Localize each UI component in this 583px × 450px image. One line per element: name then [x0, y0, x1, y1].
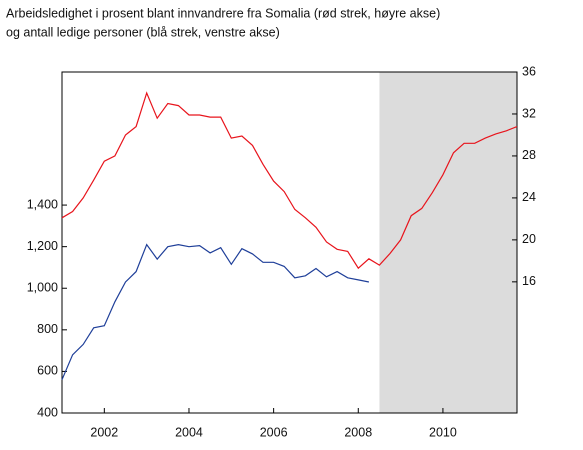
series-line: [61, 91, 518, 270]
y2-tick-label: 32: [522, 106, 536, 120]
y2-tick-label: 28: [522, 148, 536, 162]
y2-tick-label: 24: [522, 190, 536, 204]
y-tick-label: 1,400: [27, 197, 58, 211]
y-tick-label: 400: [37, 405, 58, 419]
x-tick-label: 2010: [429, 425, 457, 439]
y-tick-label: 1,200: [27, 239, 58, 253]
y-tick-label: 1,000: [27, 281, 58, 295]
series-line: [61, 243, 370, 380]
y2-tick-label: 36: [522, 64, 536, 78]
x-tick-label: 2002: [90, 425, 118, 439]
x-tick-label: 2008: [344, 425, 372, 439]
shaded-region: [379, 72, 517, 413]
plot-frame: [61, 71, 518, 414]
y2-tick-label: 20: [522, 232, 536, 246]
y-tick-label: 600: [37, 364, 58, 378]
y2-tick-label: 16: [522, 274, 536, 288]
x-tick-label: 2004: [175, 425, 203, 439]
y-tick-label: 800: [37, 322, 58, 336]
chart-title: Arbeidsledighet i prosent blant innvandr…: [6, 6, 440, 20]
chart-title: og antall ledige personer (blå strek, ve…: [6, 25, 280, 39]
x-tick-label: 2006: [260, 425, 288, 439]
